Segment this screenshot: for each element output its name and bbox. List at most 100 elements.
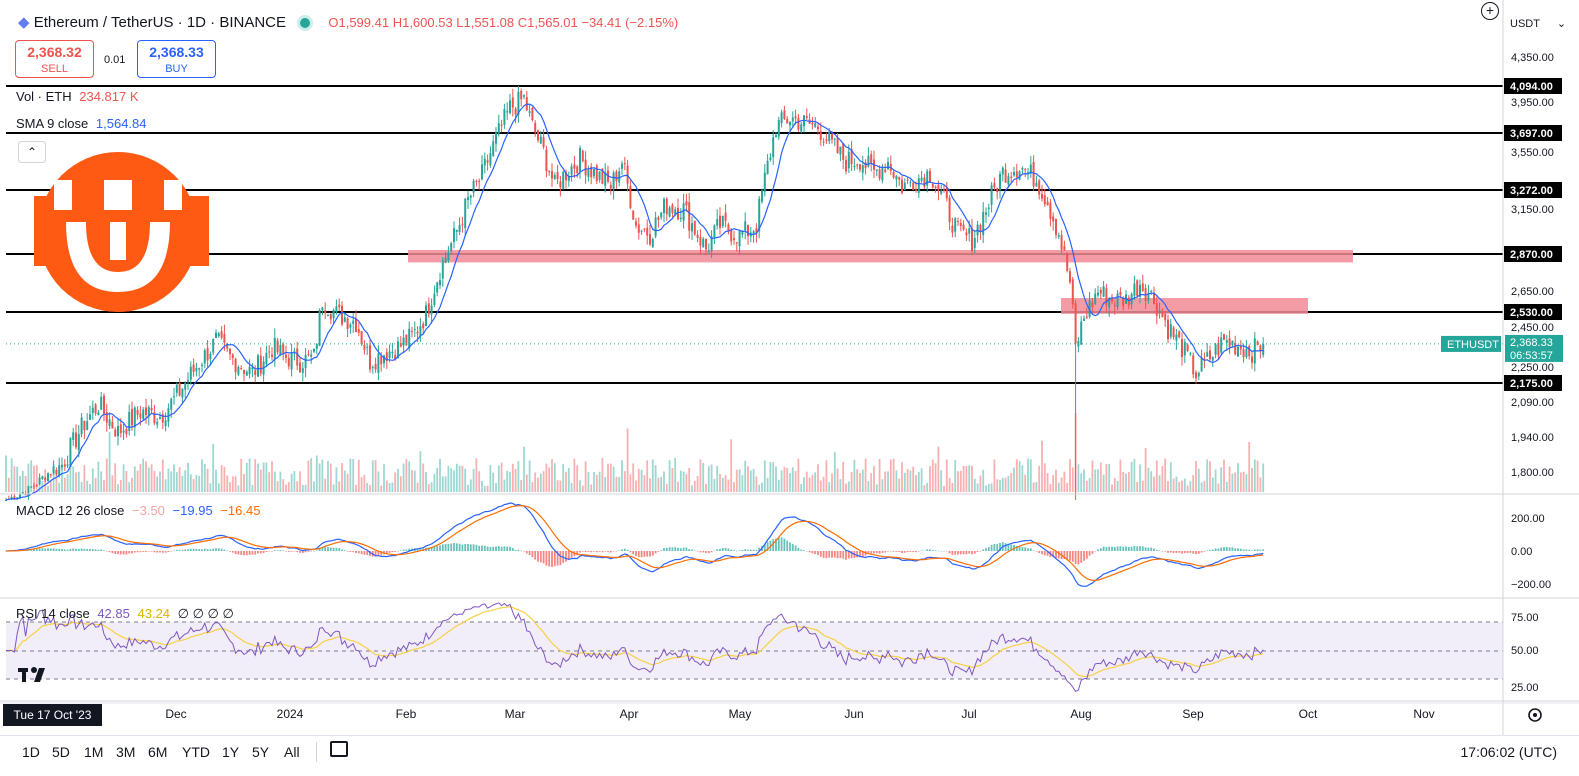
volume-bar (223, 466, 226, 492)
sell-button[interactable]: 2,368.32 SELL (15, 40, 94, 78)
macd-legend[interactable]: MACD 12 26 close −3.50 −19.95 −16.45 (16, 503, 260, 518)
volume-bar (727, 479, 730, 492)
macd-hist-bar (587, 551, 590, 552)
candle-body (153, 412, 156, 424)
timeframe-all[interactable]: All (284, 744, 300, 760)
macd-hist-bar (254, 551, 257, 555)
volume-bar (1010, 472, 1013, 492)
candle-body (1116, 293, 1119, 308)
timeframe-1m[interactable]: 1M (84, 744, 104, 760)
volume-bar (917, 472, 920, 492)
volume-bar (139, 464, 142, 492)
candle-body (1237, 346, 1239, 357)
candle-body (1251, 356, 1253, 363)
candle-body (831, 134, 833, 140)
volume-bar (114, 463, 117, 492)
date-range-calendar-icon[interactable] (330, 741, 348, 757)
volume-bar (786, 467, 789, 492)
macd-hist-bar (559, 551, 562, 566)
candle-body (377, 353, 380, 373)
timeframe-6m[interactable]: 6M (148, 744, 168, 760)
candle-body (125, 428, 128, 435)
volume-bar (1231, 473, 1234, 492)
volume-bar (324, 478, 327, 492)
volume-bar (1122, 471, 1125, 492)
candle-body (1057, 235, 1060, 237)
volume-bar (329, 463, 332, 492)
macd-hist-bar (937, 550, 940, 552)
macd-hist-bar (385, 551, 388, 554)
volume-bar (562, 464, 565, 492)
volume-bar (1049, 484, 1052, 492)
volume-bar (360, 477, 363, 492)
macd-hist-bar (766, 541, 769, 551)
volume-bar (89, 484, 91, 492)
macd-hist-bar (1085, 551, 1088, 559)
macd-hist-bar (100, 549, 103, 551)
volume-bar (1183, 478, 1186, 492)
volume-bar (1253, 459, 1256, 492)
timeframe-1d[interactable]: 1D (22, 744, 40, 760)
last-price-tag (1505, 334, 1563, 362)
volume-bar (439, 458, 441, 492)
clock[interactable]: 17:06:02 (UTC) (1460, 744, 1557, 760)
volume-bar (167, 468, 170, 492)
candle-body (444, 257, 447, 263)
chart-canvas[interactable]: ETHUSDT 2,368.3306:53:574,350.003,950.003… (0, 0, 1579, 735)
candle-body (105, 412, 108, 423)
volume-bar (1043, 463, 1046, 492)
symbol-title[interactable]: Ethereum / TetherUS · 1D · BINANCE (33, 14, 287, 31)
currency-selector[interactable]: USDT ⌄ (1510, 17, 1566, 30)
volume-bar (845, 483, 847, 492)
volume-bar (542, 471, 545, 492)
timeframe-1y[interactable]: 1Y (222, 744, 240, 760)
candle-body (842, 143, 845, 160)
volume-bar (1178, 481, 1181, 492)
candle-body (915, 189, 917, 191)
volume-bar (128, 482, 131, 492)
candle-body (909, 182, 912, 184)
timeframe-3m[interactable]: 3M (116, 744, 136, 760)
add-indicator-plus-icon[interactable]: + (1481, 2, 1499, 20)
rsi-legend[interactable]: RSI 14 close 42.85 43.24 ∅ ∅ ∅ ∅ (16, 606, 234, 622)
volume-bar (58, 482, 61, 492)
volume-bar (458, 465, 461, 492)
candle-body (133, 407, 136, 428)
candle-body (497, 123, 500, 134)
volume-bar (313, 481, 315, 492)
volume-bar (1141, 480, 1144, 492)
volume-bar (926, 482, 929, 492)
sma-legend[interactable]: SMA 9 close 1,564.84 (16, 116, 147, 131)
collapse-legend-button[interactable]: ⌃ (18, 141, 46, 163)
volume-bar (355, 484, 357, 492)
volume-bar (570, 483, 573, 492)
macd-hist-bar (1144, 547, 1147, 551)
macd-hist-bar (1225, 546, 1228, 551)
volume-bar (772, 462, 775, 492)
timeframe-ytd[interactable]: YTD (182, 744, 210, 760)
macd-hist-bar (1220, 547, 1223, 551)
macd-hist-bar (523, 551, 525, 552)
volume-bar (735, 469, 738, 492)
volume-bar (954, 460, 957, 492)
volume-bar (447, 465, 450, 492)
macd-hist-bar (565, 551, 567, 562)
macd-hist-bar (119, 551, 122, 555)
volume-bar (537, 477, 539, 492)
x-axis-label: Oct (1299, 707, 1318, 721)
candle-body (357, 328, 360, 333)
timeframe-5d[interactable]: 5D (52, 744, 70, 760)
candle-body (296, 348, 299, 366)
buy-button[interactable]: 2,368.33 BUY (137, 40, 216, 78)
candle-body (1080, 321, 1083, 345)
candle-body (635, 221, 637, 226)
timeframe-5y[interactable]: 5Y (252, 744, 270, 760)
volume-bar (525, 474, 528, 492)
volume-bar (1172, 478, 1175, 492)
macd-hist-bar (164, 551, 167, 553)
volume-legend[interactable]: Vol · ETH 234.817 K (16, 89, 139, 104)
macd-hist-bar (1043, 551, 1046, 556)
macd-hist-bar (640, 551, 643, 558)
macd-hist-bar (976, 551, 979, 553)
volume-bar (1088, 477, 1091, 492)
